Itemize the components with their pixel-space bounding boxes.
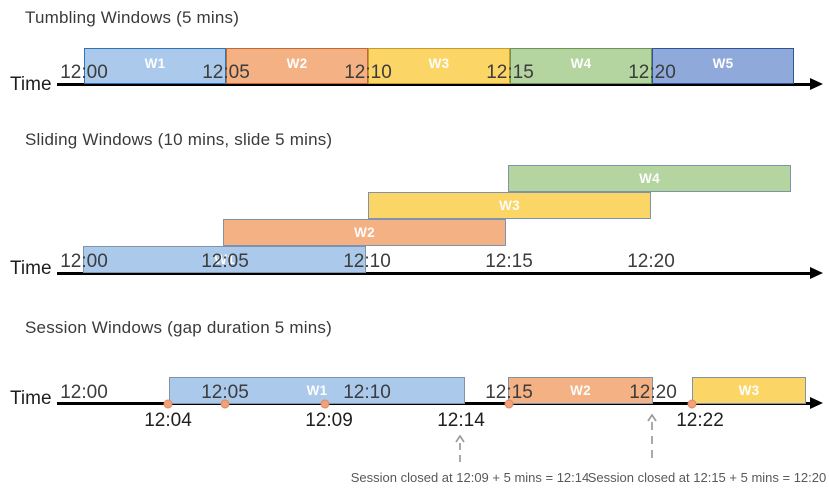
window-label: W3 <box>738 383 760 398</box>
axis-tick-label: 12:20 <box>629 382 677 403</box>
event-marker-dot <box>220 399 230 409</box>
session-window-w2: W2 <box>508 377 653 404</box>
session-close-annotation: Session closed at 12:15 + 5 mins = 12:20 <box>587 470 827 485</box>
tumbling-time-axis <box>57 83 810 86</box>
sliding-time-axis-label: Time <box>10 258 52 279</box>
sliding-axis-arrowhead-icon <box>810 267 823 279</box>
axis-tick-label: 12:15 <box>486 62 534 83</box>
window-label: W2 <box>286 56 308 71</box>
window-label: W3 <box>428 56 450 71</box>
axis-tick-label: 12:15 <box>485 382 533 403</box>
tumbling-window-w4: W4 <box>510 48 652 84</box>
window-label: W2 <box>354 225 375 240</box>
axis-tick-label: 12:05 <box>201 251 249 272</box>
axis-tick-label: 12:00 <box>60 251 108 272</box>
event-marker-dot <box>320 399 330 409</box>
window-label: W4 <box>570 56 592 71</box>
axis-tick-label: 12:05 <box>202 62 250 83</box>
tumbling-section-title: Tumbling Windows (5 mins) <box>25 8 240 27</box>
session-axis-arrowhead-icon <box>810 397 823 409</box>
session-time-axis-label: Time <box>10 388 52 409</box>
sliding-window-w4: W4 <box>508 165 791 192</box>
axis-tick-label: 12:20 <box>628 62 676 83</box>
window-label: W1 <box>306 383 328 398</box>
axis-tick-label: 12:10 <box>343 251 391 272</box>
event-marker-dot <box>504 399 514 409</box>
session-window-w3: W3 <box>692 377 806 404</box>
event-time-label: 12:04 <box>144 410 192 431</box>
axis-tick-label: 12:10 <box>343 382 391 403</box>
window-label: W4 <box>639 171 660 186</box>
tumbling-window-w3: W3 <box>368 48 510 84</box>
event-time-label: 12:22 <box>676 410 724 431</box>
sliding-window-w3: W3 <box>368 192 651 219</box>
axis-tick-label: 12:05 <box>201 382 249 403</box>
window-label: W1 <box>214 252 235 267</box>
axis-tick-label: 12:20 <box>627 251 675 272</box>
tumbling-axis-arrowhead-icon <box>810 78 823 90</box>
tumbling-time-axis-label: Time <box>10 74 52 95</box>
window-label: W1 <box>144 56 166 71</box>
event-time-label: 12:09 <box>305 410 353 431</box>
tumbling-window-w5: W5 <box>652 48 794 84</box>
axis-tick-label: 12:15 <box>485 251 533 272</box>
axis-tick-label: 12:10 <box>344 62 392 83</box>
sliding-section-title: Sliding Windows (10 mins, slide 5 mins) <box>25 130 333 149</box>
sliding-window-w1: W1 <box>83 246 366 273</box>
session-close-arrow-icon <box>455 435 465 464</box>
axis-tick-label: 12:00 <box>60 382 108 403</box>
tumbling-window-w2: W2 <box>226 48 368 84</box>
session-close-annotation: Session closed at 12:09 + 5 mins = 12:14 <box>350 470 590 485</box>
session-window-w1: W1 <box>169 377 465 404</box>
axis-tick-label: 12:00 <box>60 62 108 83</box>
session-close-arrow-icon <box>647 414 657 463</box>
session-section-title: Session Windows (gap duration 5 mins) <box>25 318 332 337</box>
window-label: W3 <box>499 198 520 213</box>
sliding-time-axis <box>57 272 810 275</box>
sliding-window-w2: W2 <box>223 219 506 246</box>
event-marker-dot <box>163 399 173 409</box>
event-time-label: 12:14 <box>437 410 485 431</box>
window-label: W5 <box>712 56 734 71</box>
event-marker-dot <box>687 399 697 409</box>
window-label: W2 <box>570 383 591 398</box>
tumbling-window-w1: W1 <box>84 48 226 84</box>
